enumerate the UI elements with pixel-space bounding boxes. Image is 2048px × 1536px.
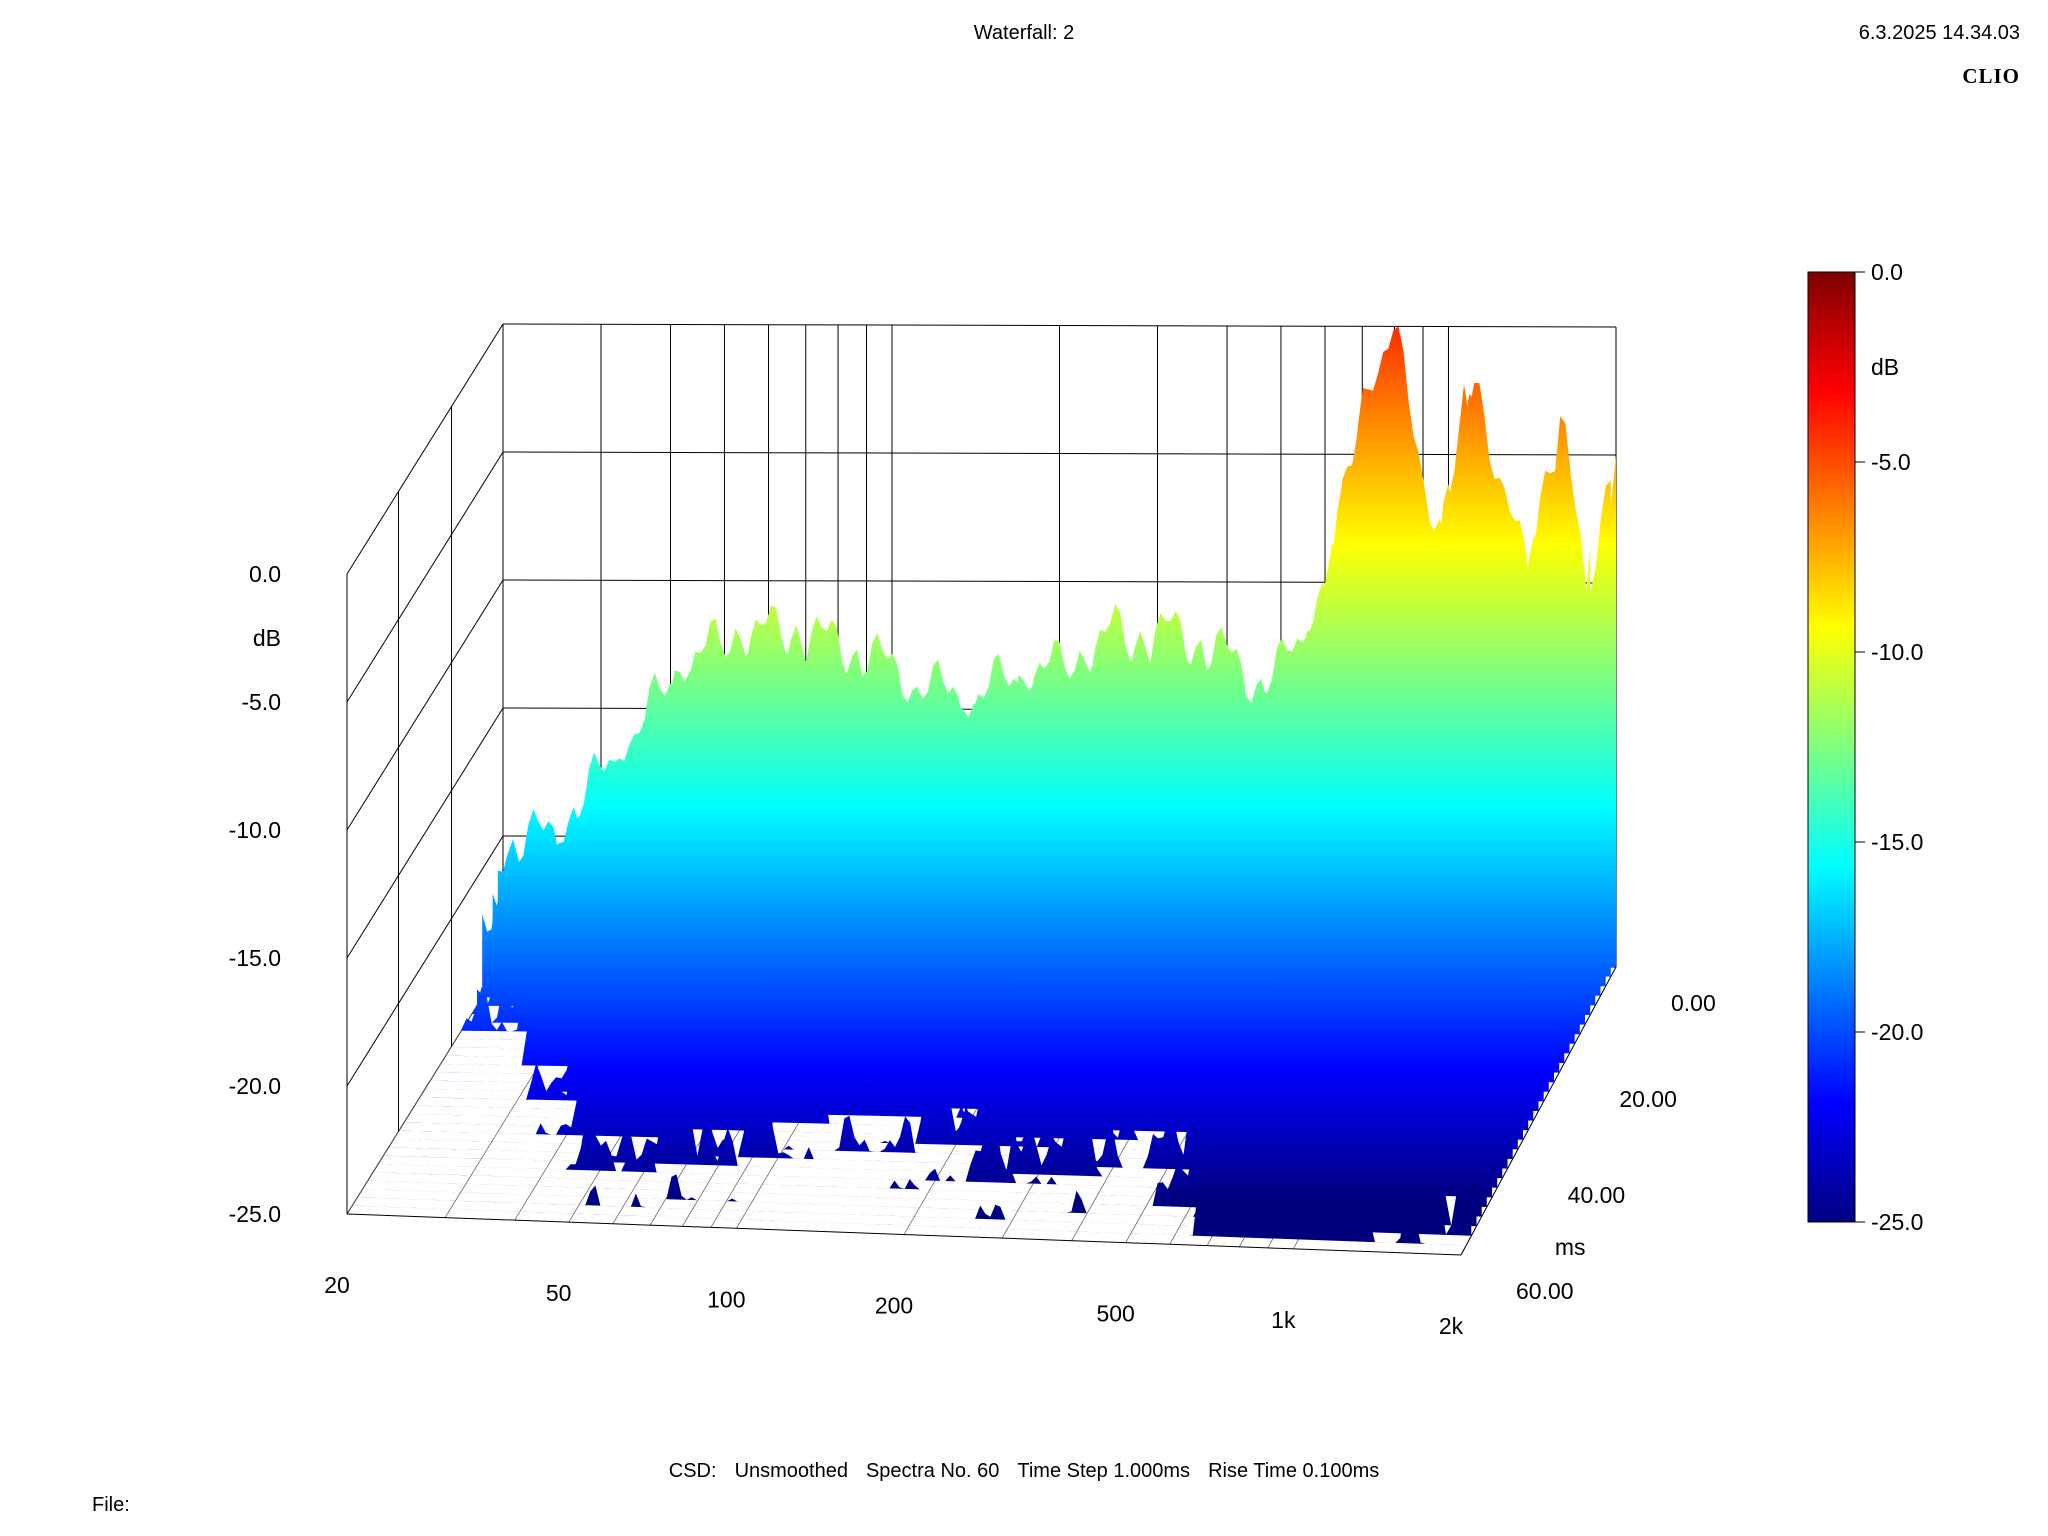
y-tick-label: 0.0 [249,561,281,587]
rise-time: Rise Time 0.100ms [1208,1460,1380,1482]
y-tick-label: -5.0 [241,689,281,715]
colorbar-tick-label: 0.0 [1871,259,1903,285]
side-wall-line [346,323,504,575]
colorbar-tick-label: -25.0 [1871,1209,1923,1235]
colorbar-tick-label: -10.0 [1871,639,1923,665]
spectrum-slice [367,964,1482,1217]
spectrum-slice [383,938,1498,1188]
time-step: Time Step 1.000ms [1017,1460,1191,1482]
side-wall-line [346,451,504,703]
side-wall-line [346,835,504,1087]
spectra-count: Spectra No. 60 [865,1460,1000,1482]
spectrum-slice [352,957,1467,1246]
colorbar-label: dB [1871,354,1899,380]
y-tick-label: -10.0 [229,817,281,843]
colorbar-scale [1807,271,1856,1223]
side-wall-line [346,579,504,831]
waterfall-surface [352,326,1616,1246]
file-label: File: [92,1494,130,1516]
x-tick-label: 20 [324,1272,350,1298]
x-tick-label: 200 [875,1293,913,1319]
floor-front-edge [346,1213,1462,1256]
x-tick-label: 50 [546,1280,572,1306]
y-tick-label: -15.0 [229,945,281,971]
csd-parameters: CSD: Unsmoothed Spectra No. 60 Time Step 1.… [0,1460,2048,1483]
z-tick-label: 0.00 [1671,990,1716,1016]
colorbar-tick-label: -5.0 [1871,449,1911,475]
colorbar: 0.0 -5.0 -10.0 -15.0 -20.0 -25.0 dB [1807,259,1923,1235]
x-tick-label: 2k [1439,1313,1464,1339]
y-axis-label: dB [253,625,281,651]
axes: 0.0 -5.0 -10.0 -15.0 -20.0 -25.0 dB 20 50 100 200 5… [229,561,1716,1339]
x-tick-label: 1k [1271,1307,1296,1333]
x-tick-label: 500 [1096,1301,1134,1327]
y-tick-label: -25.0 [229,1201,281,1227]
chart-title: Waterfall: 2 [973,22,1075,44]
z-tick-label: 60.00 [1516,1278,1574,1304]
z-axis-label: ms [1555,1234,1586,1260]
z-tick-label: 20.00 [1619,1086,1677,1112]
side-wall-line [346,707,504,959]
x-tick-label: 100 [707,1286,745,1312]
smoothing-value: Unsmoothed [734,1460,848,1482]
spectrum-slice [404,816,1518,1150]
csd-label: CSD: [668,1460,717,1482]
colorbar-tick-label: -15.0 [1871,829,1923,855]
timestamp: 6.3.2025 14.34.03 [1858,22,2020,44]
colorbar-tick-label: -20.0 [1871,1019,1923,1045]
brand-logo: CLIO [1962,64,2020,88]
z-tick-label: 40.00 [1568,1182,1626,1208]
y-tick-label: -20.0 [229,1073,281,1099]
